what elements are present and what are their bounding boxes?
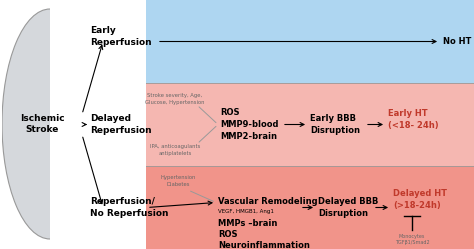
Text: ROS
MMP9-blood
MMP2-brain: ROS MMP9-blood MMP2-brain bbox=[220, 108, 279, 141]
Text: MMPs –brain: MMPs –brain bbox=[218, 219, 277, 228]
Ellipse shape bbox=[2, 9, 98, 239]
Text: Early BBB
Disruption: Early BBB Disruption bbox=[310, 114, 360, 135]
Text: Vascular Remodeling: Vascular Remodeling bbox=[218, 196, 318, 205]
Text: Delayed HT
(>18-24h): Delayed HT (>18-24h) bbox=[393, 189, 447, 210]
Text: Delayed BBB
Disruption: Delayed BBB Disruption bbox=[318, 197, 378, 218]
Text: Neuroinflammation: Neuroinflammation bbox=[218, 241, 310, 249]
Text: Hypertension
Diabetes: Hypertension Diabetes bbox=[160, 175, 196, 187]
Text: Reperfusion/
No Reperfusion: Reperfusion/ No Reperfusion bbox=[90, 197, 168, 218]
Bar bbox=[0, 0, 2, 249]
Bar bbox=[85, 0, 474, 83]
Text: Stroke severity, Age,
Glucose, Hypertension: Stroke severity, Age, Glucose, Hypertens… bbox=[145, 93, 205, 105]
Bar bbox=[50, 0, 146, 249]
Text: VEGF, HMGB1, Ang1: VEGF, HMGB1, Ang1 bbox=[218, 208, 274, 213]
Text: Early HT
(<18- 24h): Early HT (<18- 24h) bbox=[388, 109, 438, 130]
Text: Delayed
Reperfusion: Delayed Reperfusion bbox=[90, 115, 152, 134]
Bar bbox=[85, 83, 474, 166]
Text: No HT: No HT bbox=[443, 37, 471, 46]
Text: Monocytes
TGFβ1/Smad2: Monocytes TGFβ1/Smad2 bbox=[395, 234, 429, 245]
Bar bbox=[85, 166, 474, 249]
Text: IPA, anticoagulants
antiplatelets: IPA, anticoagulants antiplatelets bbox=[150, 144, 200, 156]
Text: Ischemic
Stroke: Ischemic Stroke bbox=[20, 114, 64, 134]
Text: ROS: ROS bbox=[218, 230, 237, 239]
Text: Early
Reperfusion: Early Reperfusion bbox=[90, 26, 152, 47]
